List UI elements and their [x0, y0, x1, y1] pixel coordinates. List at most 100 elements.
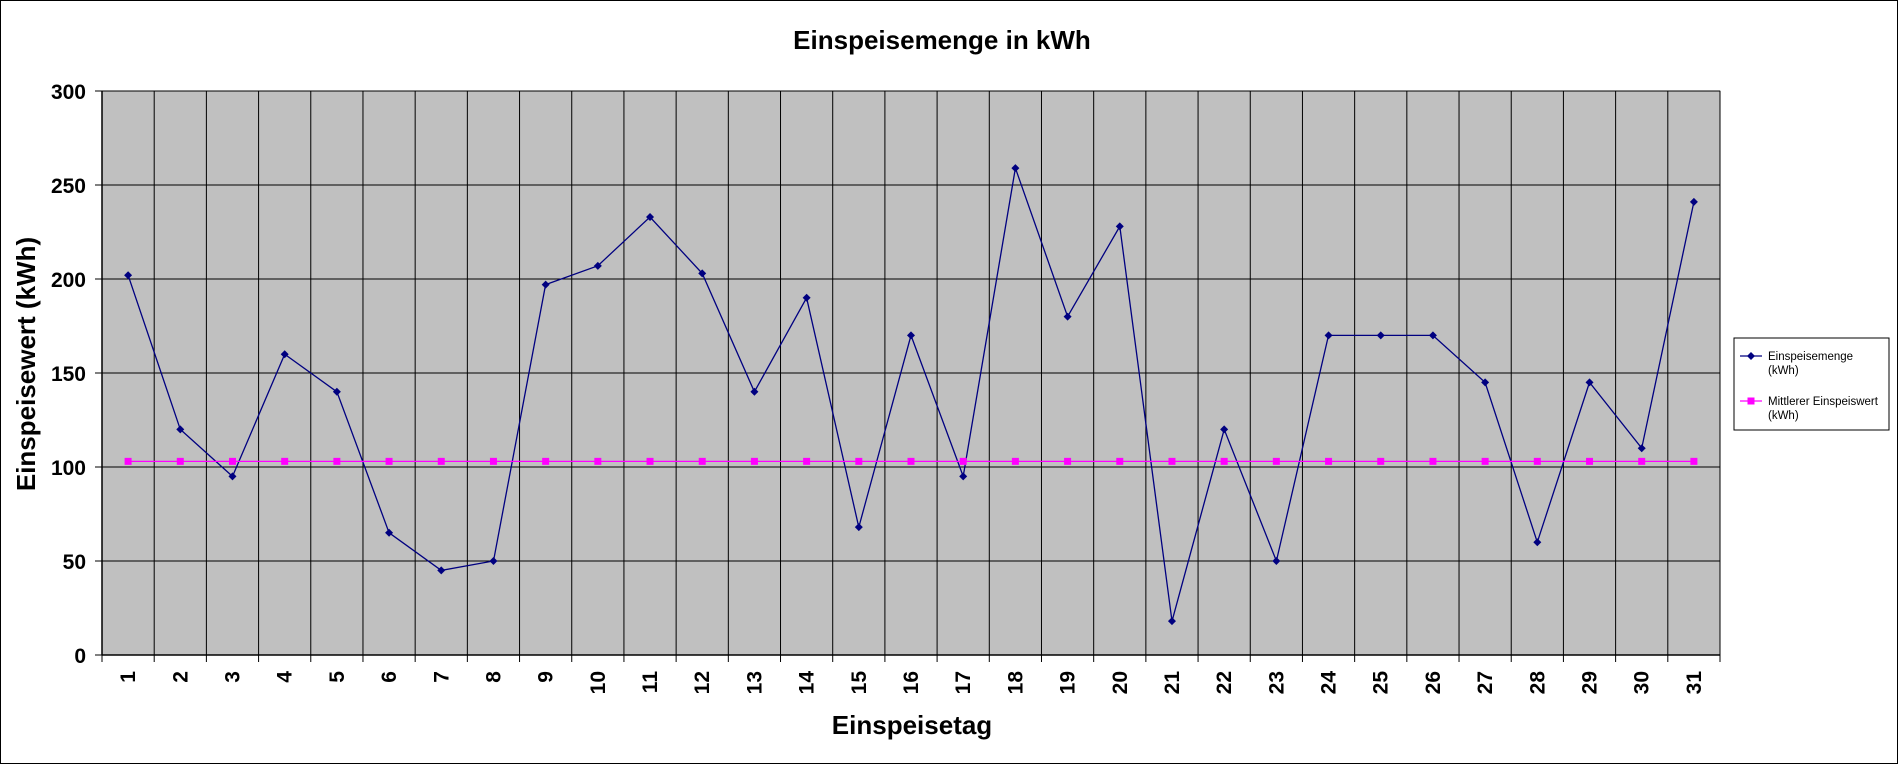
x-tick-label: 18 — [1004, 671, 1027, 695]
x-tick-label: 25 — [1370, 671, 1393, 695]
data-point-einspeisemenge — [332, 387, 341, 396]
data-point-mittlerer — [228, 457, 236, 465]
data-point-mittlerer — [1220, 457, 1228, 465]
y-tick-label: 150 — [51, 363, 86, 386]
x-tick-label: 21 — [1161, 671, 1184, 695]
data-point-einspeisemenge — [1376, 331, 1385, 340]
chart-title: Einspeisemenge in kWh — [793, 25, 1091, 55]
x-tick-label: 17 — [952, 671, 975, 694]
data-point-mittlerer — [1638, 457, 1646, 465]
x-tick-label: 30 — [1631, 671, 1654, 694]
data-point-mittlerer — [803, 457, 811, 465]
legend: Einspeisemenge (kWh) Mittlerer Einspeiswer… — [1733, 337, 1890, 431]
data-point-einspeisemenge — [698, 269, 707, 278]
x-tick-label: 1 — [117, 671, 140, 683]
data-point-mittlerer — [489, 457, 497, 465]
data-point-mittlerer — [1533, 457, 1541, 465]
data-point-mittlerer — [907, 457, 915, 465]
data-point-mittlerer — [124, 457, 132, 465]
data-point-einspeisemenge — [437, 566, 446, 575]
data-point-einspeisemenge — [1272, 557, 1281, 565]
x-tick-label: 14 — [796, 671, 819, 695]
data-point-mittlerer — [1481, 457, 1489, 465]
x-tick-label: 27 — [1474, 671, 1497, 694]
data-point-mittlerer — [1168, 457, 1176, 465]
y-tick-label: 50 — [63, 551, 86, 574]
x-tick-label: 22 — [1213, 671, 1236, 694]
x-tick-label: 31 — [1683, 671, 1706, 695]
data-point-einspeisemenge — [228, 472, 237, 481]
data-point-einspeisemenge — [1481, 378, 1490, 387]
data-point-mittlerer — [542, 457, 550, 465]
data-point-mittlerer — [1586, 457, 1594, 465]
data-point-einspeisemenge — [750, 387, 759, 396]
data-point-mittlerer — [646, 457, 654, 465]
x-tick-label: 9 — [535, 671, 558, 683]
x-tick-label: 26 — [1422, 671, 1445, 694]
legend-marker — [1747, 352, 1755, 360]
data-point-mittlerer — [1690, 457, 1698, 465]
data-point-einspeisemenge — [541, 280, 550, 289]
x-tick-label: 19 — [1057, 671, 1080, 694]
legend-box — [1733, 337, 1890, 431]
legend-marker — [1747, 397, 1755, 405]
x-tick-label: 12 — [691, 671, 714, 694]
x-tick-label: 6 — [378, 671, 401, 683]
data-point-einspeisemenge — [1167, 617, 1176, 626]
data-point-einspeisemenge — [1689, 197, 1698, 206]
data-point-einspeisemenge — [1011, 164, 1020, 173]
data-point-mittlerer — [1064, 457, 1072, 465]
x-tick-label: 4 — [274, 671, 297, 683]
y-axis-title: Einspeisewert (kWh) — [11, 237, 41, 491]
y-tick-label: 250 — [51, 175, 86, 198]
x-tick-label: 23 — [1265, 671, 1288, 694]
x-tick-label: 20 — [1109, 671, 1132, 694]
data-point-mittlerer — [1325, 457, 1333, 465]
x-tick-label: 7 — [430, 671, 453, 683]
data-point-mittlerer — [1011, 457, 1019, 465]
legend-label: Einspeisemenge — [1768, 351, 1853, 363]
data-point-mittlerer — [855, 457, 863, 465]
x-tick-label: 10 — [587, 671, 610, 694]
x-tick-label: 13 — [743, 671, 766, 694]
data-point-einspeisemenge — [1637, 444, 1646, 453]
data-point-einspeisemenge — [1585, 378, 1594, 387]
data-point-einspeisemenge — [1063, 312, 1072, 321]
x-tick-label: 28 — [1526, 671, 1549, 695]
x-tick-label: 2 — [169, 671, 192, 683]
data-point-mittlerer — [594, 457, 602, 465]
y-tick-label: 0 — [74, 645, 86, 668]
data-point-mittlerer — [750, 457, 758, 465]
data-point-mittlerer — [1272, 457, 1280, 465]
data-point-mittlerer — [959, 457, 967, 465]
data-point-einspeisemenge — [959, 472, 968, 481]
data-point-einspeisemenge — [802, 293, 811, 302]
x-tick-label: 5 — [326, 671, 349, 683]
y-tick-label: 200 — [51, 269, 86, 292]
data-point-einspeisemenge — [176, 425, 185, 434]
x-tick-label: 24 — [1318, 671, 1341, 695]
data-point-mittlerer — [437, 457, 445, 465]
x-tick-label: 29 — [1579, 671, 1602, 694]
legend-label: (kWh) — [1768, 410, 1799, 422]
legend-label: (kWh) — [1768, 365, 1799, 377]
data-point-mittlerer — [698, 457, 706, 465]
data-point-mittlerer — [1377, 457, 1385, 465]
x-tick-label: 8 — [482, 671, 505, 683]
legend-label: Mittlerer Einspeiswert — [1768, 396, 1879, 408]
x-axis-title: Einspeisetag — [832, 710, 992, 740]
x-tick-label: 3 — [221, 671, 244, 683]
x-tick-label: 16 — [900, 671, 923, 694]
data-point-mittlerer — [1429, 457, 1437, 465]
data-point-einspeisemenge — [1533, 538, 1542, 547]
x-tick-label: 15 — [848, 671, 871, 695]
data-point-einspeisemenge — [593, 261, 602, 270]
data-point-mittlerer — [281, 457, 289, 465]
data-point-mittlerer — [1116, 457, 1124, 465]
data-point-mittlerer — [333, 457, 341, 465]
data-point-einspeisemenge — [1428, 331, 1437, 340]
data-point-einspeisemenge — [1220, 425, 1229, 434]
data-point-einspeisemenge — [280, 350, 289, 359]
